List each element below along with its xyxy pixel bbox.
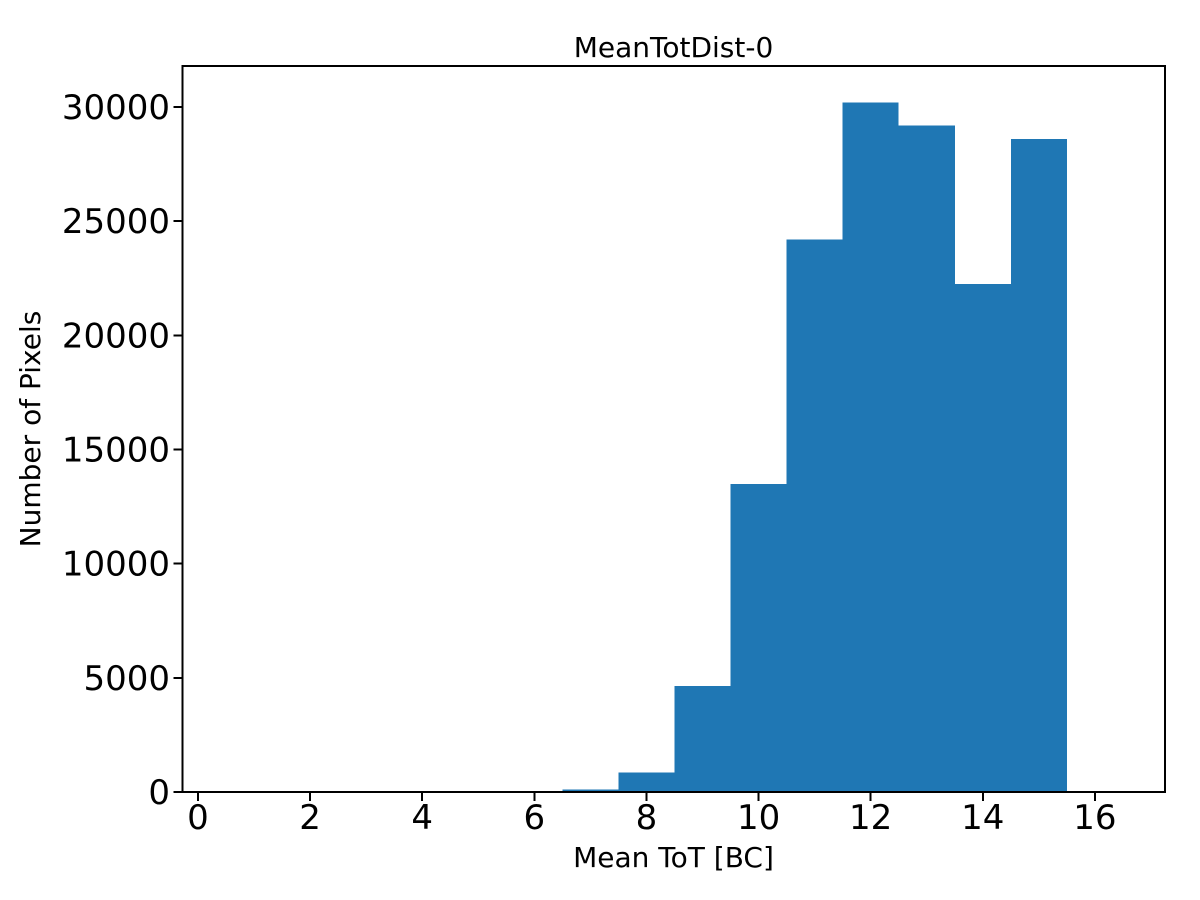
histogram-bars — [562, 102, 1067, 793]
histogram-bar — [954, 284, 1011, 792]
x-tick-label: 6 — [524, 798, 546, 838]
x-tick-label: 14 — [961, 798, 1004, 838]
y-tick-label: 15000 — [62, 431, 170, 471]
x-tick-label: 4 — [411, 798, 433, 838]
y-tick-label: 25000 — [62, 202, 170, 242]
y-tick-label: 10000 — [62, 545, 170, 585]
histogram-bar — [898, 125, 955, 792]
y-tick-label: 30000 — [62, 88, 170, 128]
y-axis-tick-labels: 0 5000 10000 15000 20000 25000 30000 — [62, 88, 170, 813]
histogram-bar — [730, 483, 787, 792]
x-tick-label: 8 — [636, 798, 658, 838]
x-tick-label: 0 — [187, 798, 209, 838]
x-tick-label: 12 — [849, 798, 892, 838]
histogram-bar — [786, 239, 843, 793]
x-tick-label: 16 — [1073, 798, 1116, 838]
x-axis-label: Mean ToT [BC] — [573, 841, 774, 874]
y-axis-label: Number of Pixels — [14, 311, 47, 548]
y-tick-label: 20000 — [62, 316, 170, 356]
chart-title: MeanTotDist-0 — [574, 31, 774, 64]
y-tick-label: 5000 — [83, 659, 170, 699]
x-tick-label: 10 — [737, 798, 780, 838]
histogram-bar — [842, 102, 899, 792]
histogram-bar — [674, 685, 731, 792]
histogram-bar — [618, 772, 675, 792]
y-tick-label: 0 — [148, 773, 170, 813]
x-axis-tick-labels: 0 2 4 6 8 10 12 14 16 — [187, 798, 1116, 838]
x-tick-label: 2 — [299, 798, 321, 838]
histogram-bar — [562, 789, 619, 792]
y-axis-ticks — [173, 106, 183, 793]
x-axis-ticks — [196, 792, 1096, 801]
histogram-bar — [1010, 139, 1067, 792]
plot-area-border — [181, 65, 1167, 793]
